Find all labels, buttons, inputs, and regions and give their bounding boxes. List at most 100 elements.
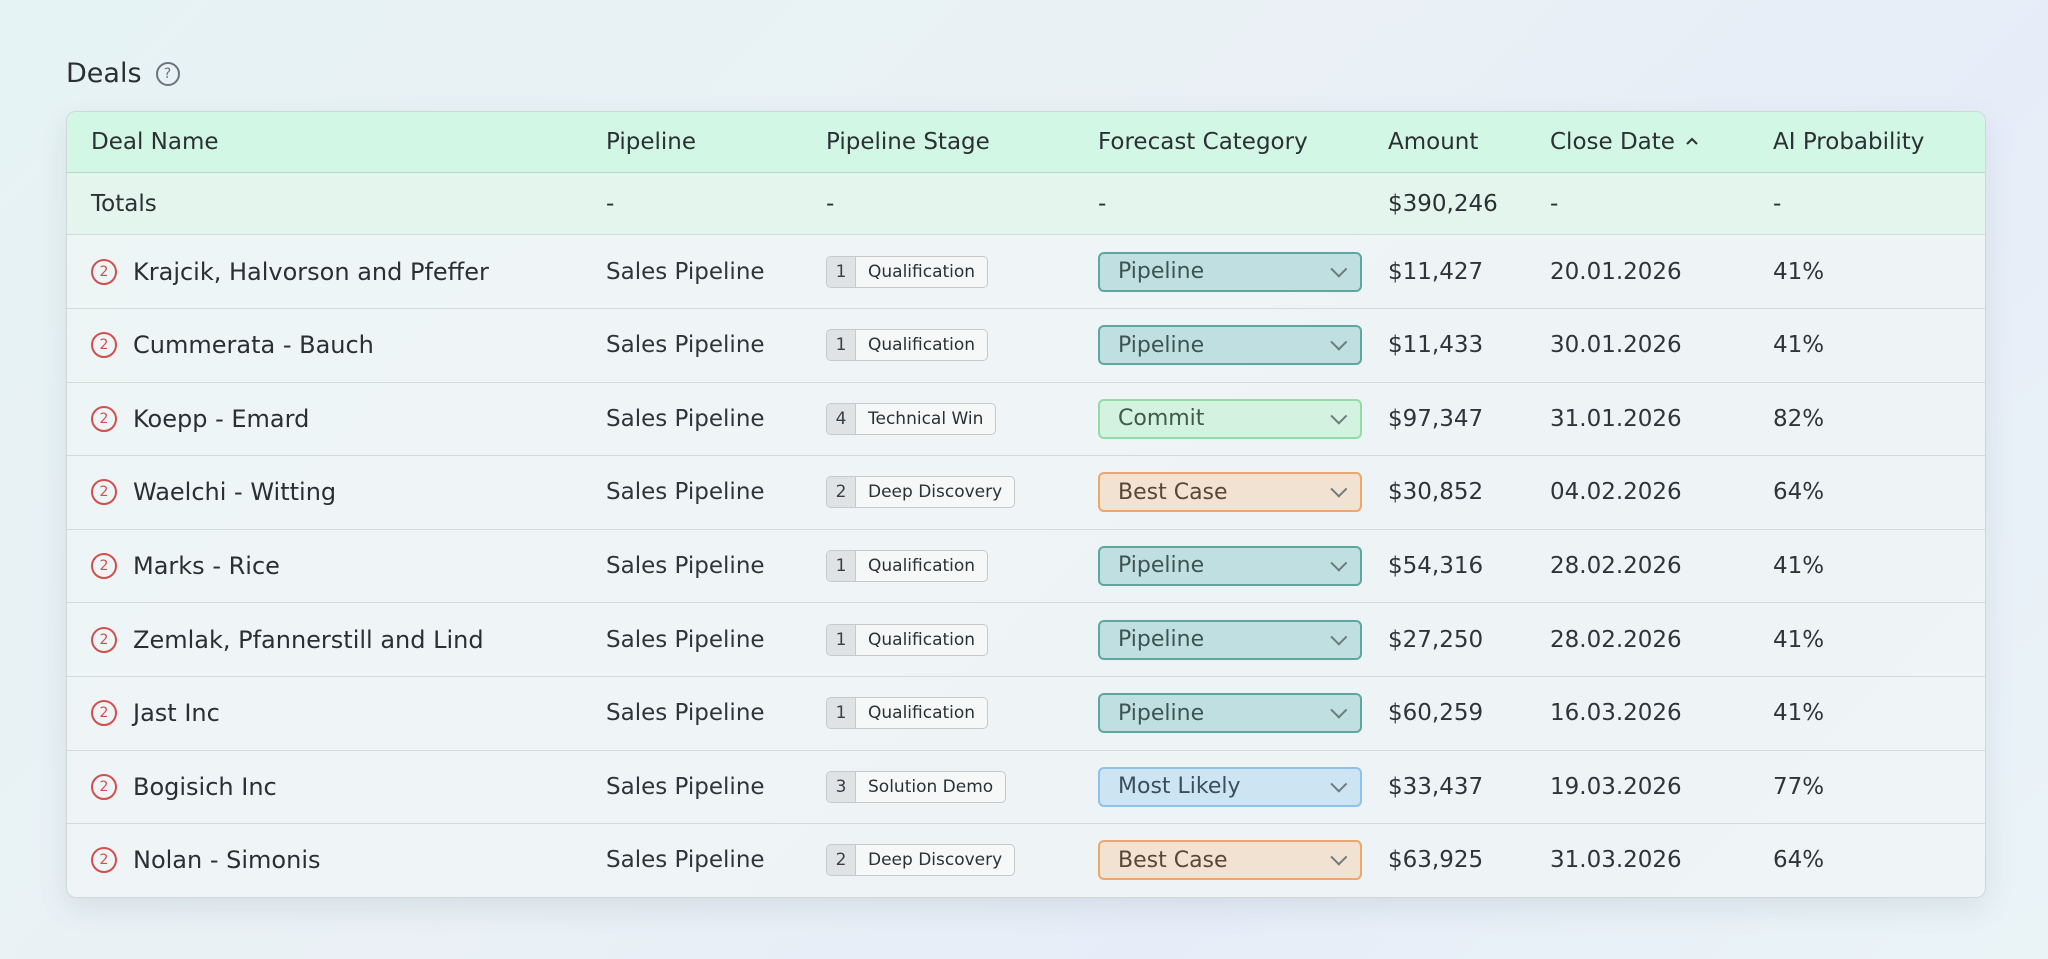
stage-pill: 1 Qualification <box>826 329 989 362</box>
count-badge[interactable]: 2 <box>91 552 117 579</box>
ai-probability-cell: 41% <box>1773 626 1825 653</box>
deal-name-cell[interactable]: 2 Marks - Rice <box>91 529 280 602</box>
deal-name-cell[interactable]: 2 Jast Inc <box>91 677 220 750</box>
forecast-category-dropdown[interactable]: Pipeline <box>1098 545 1362 586</box>
stage-label: Qualification <box>868 703 976 724</box>
stage-pill: 1 Qualification <box>826 697 989 730</box>
totals-probability: - <box>1773 190 1782 217</box>
chevron-up-icon[interactable] <box>1685 136 1699 146</box>
totals-close-date: - <box>1550 190 1559 217</box>
count-badge[interactable]: 2 <box>91 332 117 359</box>
totals-amount: $390,246 <box>1388 190 1498 217</box>
table-row[interactable]: 2 Marks - Rice Sales Pipeline 1 Qualific… <box>67 529 1985 604</box>
chevron-down-icon <box>1330 480 1348 498</box>
deal-name-cell[interactable]: 2 Zemlak, Pfannerstill and Lind <box>91 603 484 676</box>
pipeline-stage-cell: 1 Qualification <box>826 309 989 382</box>
stage-label: Qualification <box>868 555 976 576</box>
deal-name[interactable]: Nolan - Simonis <box>133 846 321 875</box>
ai-probability-cell: 41% <box>1773 258 1825 285</box>
column-header-amount[interactable]: Amount <box>1388 129 1479 155</box>
column-header-pipeline[interactable]: Pipeline <box>606 129 697 155</box>
forecast-category-dropdown[interactable]: Pipeline <box>1098 325 1362 366</box>
deal-name[interactable]: Zemlak, Pfannerstill and Lind <box>133 625 484 654</box>
forecast-category-dropdown[interactable]: Pipeline <box>1098 251 1362 292</box>
deal-name-cell[interactable]: 2 Cummerata - Bauch <box>91 309 374 382</box>
forecast-category-value: Pipeline <box>1118 259 1205 284</box>
deals-table: Deal Name Pipeline Pipeline Stage Foreca… <box>66 111 1986 898</box>
help-icon[interactable]: ? <box>155 61 180 86</box>
stage-label: Qualification <box>868 261 976 282</box>
count-badge[interactable]: 2 <box>91 405 117 432</box>
table-row[interactable]: 2 Koepp - Emard Sales Pipeline 4 Technic… <box>67 382 1985 457</box>
stage-label: Deep Discovery <box>868 850 1003 871</box>
stage-number: 1 <box>827 624 856 655</box>
deal-name-cell[interactable]: 2 Bogisich Inc <box>91 750 277 823</box>
count-badge[interactable]: 2 <box>91 479 117 506</box>
ai-probability-cell: 64% <box>1773 847 1825 874</box>
pipeline-stage-cell: 1 Qualification <box>826 677 989 750</box>
amount-cell: $27,250 <box>1388 626 1484 653</box>
column-header-forecast-category[interactable]: Forecast Category <box>1098 129 1308 155</box>
table-header-row: Deal Name Pipeline Pipeline Stage Foreca… <box>67 112 1985 173</box>
chevron-down-icon <box>1330 260 1348 278</box>
column-header-pipeline-stage[interactable]: Pipeline Stage <box>826 129 990 155</box>
deal-name[interactable]: Marks - Rice <box>133 551 280 580</box>
deal-name[interactable]: Cummerata - Bauch <box>133 331 374 360</box>
forecast-category-dropdown[interactable]: Pipeline <box>1098 693 1362 734</box>
pipeline-stage-cell: 2 Deep Discovery <box>826 456 1016 529</box>
forecast-category-dropdown[interactable]: Best Case <box>1098 840 1362 881</box>
column-header-deal-name[interactable]: Deal Name <box>91 129 219 155</box>
pipeline-stage-cell: 3 Solution Demo <box>826 750 1007 823</box>
count-badge[interactable]: 2 <box>91 773 117 800</box>
deal-name-cell[interactable]: 2 Waelchi - Witting <box>91 456 336 529</box>
close-date-cell: 19.03.2026 <box>1550 773 1682 800</box>
stage-number: 1 <box>827 256 856 287</box>
forecast-category-dropdown[interactable]: Most Likely <box>1098 766 1362 807</box>
count-badge[interactable]: 2 <box>91 258 117 285</box>
pipeline-stage-cell: 1 Qualification <box>826 603 989 676</box>
stage-pill: 2 Deep Discovery <box>826 844 1016 877</box>
forecast-category-cell: Best Case <box>1098 824 1362 897</box>
table-row[interactable]: 2 Krajcik, Halvorson and Pfeffer Sales P… <box>67 235 1985 309</box>
stage-label: Deep Discovery <box>868 482 1003 503</box>
deal-name[interactable]: Koepp - Emard <box>133 404 310 433</box>
deal-name-cell[interactable]: 2 Nolan - Simonis <box>91 824 321 897</box>
ai-probability-cell: 64% <box>1773 479 1825 506</box>
forecast-category-dropdown[interactable]: Pipeline <box>1098 619 1362 660</box>
stage-pill: 4 Technical Win <box>826 402 997 435</box>
forecast-category-value: Best Case <box>1118 479 1228 505</box>
chevron-down-icon <box>1330 848 1348 866</box>
forecast-category-dropdown[interactable]: Commit <box>1098 398 1362 439</box>
column-header-ai-probability[interactable]: AI Probability <box>1773 129 1925 155</box>
count-badge[interactable]: 2 <box>91 700 117 727</box>
stage-label: Technical Win <box>868 408 984 429</box>
count-badge[interactable]: 2 <box>91 847 117 874</box>
forecast-category-cell: Pipeline <box>1098 677 1362 750</box>
chevron-down-icon <box>1330 407 1348 425</box>
count-badge[interactable]: 2 <box>91 626 117 653</box>
forecast-category-cell: Most Likely <box>1098 750 1362 823</box>
deal-name[interactable]: Krajcik, Halvorson and Pfeffer <box>133 257 489 286</box>
table-row[interactable]: 2 Jast Inc Sales Pipeline 1 Qualificatio… <box>67 677 1985 751</box>
forecast-category-dropdown[interactable]: Best Case <box>1098 472 1362 513</box>
stage-pill: 1 Qualification <box>826 623 989 656</box>
table-row[interactable]: 2 Waelchi - Witting Sales Pipeline 2 Dee… <box>67 456 1985 530</box>
table-row[interactable]: 2 Bogisich Inc Sales Pipeline 3 Solution… <box>67 750 1985 825</box>
table-row[interactable]: 2 Zemlak, Pfannerstill and Lind Sales Pi… <box>67 603 1985 677</box>
pipeline-cell: Sales Pipeline <box>606 479 765 506</box>
deal-name[interactable]: Jast Inc <box>133 699 220 728</box>
table-row[interactable]: 2 Nolan - Simonis Sales Pipeline 2 Deep … <box>67 824 1985 897</box>
stage-label: Solution Demo <box>868 776 994 797</box>
page-header: Deals ? <box>66 58 180 89</box>
close-date-cell: 16.03.2026 <box>1550 700 1682 727</box>
deal-name-cell[interactable]: 2 Koepp - Emard <box>91 382 309 455</box>
column-header-close-date[interactable]: Close Date <box>1550 112 1699 172</box>
forecast-category-value: Commit <box>1118 406 1205 432</box>
totals-stage: - <box>826 190 835 217</box>
deal-name[interactable]: Bogisich Inc <box>133 772 277 801</box>
stage-number: 4 <box>827 403 856 434</box>
deal-name[interactable]: Waelchi - Witting <box>133 478 337 507</box>
table-row[interactable]: 2 Cummerata - Bauch Sales Pipeline 1 Qua… <box>67 309 1985 383</box>
deal-name-cell[interactable]: 2 Krajcik, Halvorson and Pfeffer <box>91 235 489 308</box>
pipeline-cell: Sales Pipeline <box>606 626 765 653</box>
